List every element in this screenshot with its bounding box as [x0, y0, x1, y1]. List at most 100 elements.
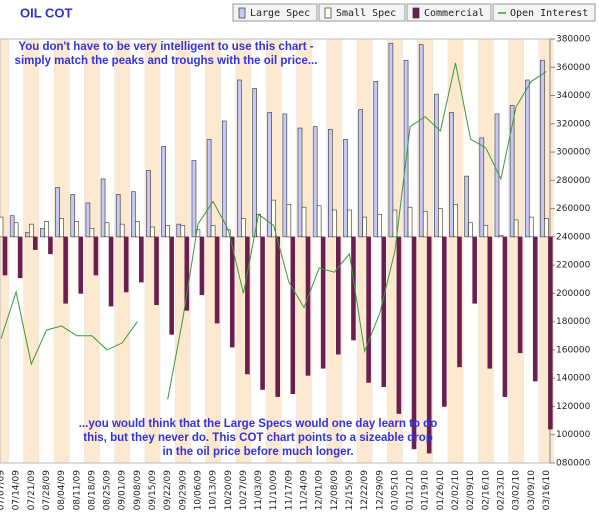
band — [99, 39, 115, 463]
bar — [119, 223, 125, 238]
bar — [544, 218, 549, 238]
y-tick-label: 260000 — [556, 204, 591, 214]
x-tick-label: 09/01/09 — [118, 470, 128, 511]
y-tick-label: 080000 — [556, 459, 591, 469]
bar — [464, 175, 469, 238]
bar — [377, 213, 383, 238]
bar — [331, 209, 337, 238]
x-tick-label: 11/10/09 — [269, 470, 279, 511]
bar — [362, 216, 367, 238]
band — [160, 39, 176, 463]
y-tick-label: 300000 — [556, 148, 591, 158]
bar — [290, 236, 296, 395]
bar — [135, 221, 140, 238]
band — [129, 39, 145, 463]
x-tick-label: 01/05/10 — [390, 470, 400, 511]
bar — [347, 209, 352, 238]
bar — [55, 187, 60, 238]
bar — [161, 146, 166, 238]
bar — [392, 209, 398, 238]
annotation: this, but they never do. This COT chart … — [83, 432, 433, 444]
y-tick-label: 100000 — [556, 430, 591, 440]
x-tick-label: 08/11/09 — [72, 470, 82, 511]
x-tick-label: 11/17/09 — [284, 470, 294, 511]
bar — [191, 160, 197, 238]
bar — [260, 236, 265, 390]
band — [69, 39, 85, 463]
annotation: simply match the peaks and troughs with … — [15, 55, 318, 67]
legend-item — [232, 3, 318, 22]
band — [23, 39, 39, 463]
bar — [237, 79, 242, 238]
x-tick-label: 02/09/10 — [466, 470, 476, 511]
bar — [63, 236, 68, 304]
bar — [286, 204, 292, 238]
bar — [366, 236, 371, 383]
bar — [210, 225, 216, 238]
legend-label: Open Interest — [510, 8, 588, 19]
bar — [442, 236, 447, 407]
bar — [472, 236, 477, 304]
x-tick-label: 07/07/09 — [0, 470, 7, 511]
bar — [78, 236, 84, 294]
bar — [17, 236, 23, 279]
bar — [528, 216, 534, 238]
bar — [407, 206, 413, 238]
bar — [479, 137, 485, 238]
band — [114, 39, 130, 463]
bar — [271, 199, 277, 238]
bar — [532, 236, 538, 382]
bar — [267, 112, 273, 238]
x-tick-label: 11/24/09 — [300, 470, 310, 511]
bar — [32, 236, 38, 250]
bar — [115, 194, 121, 238]
band — [144, 39, 161, 463]
bar — [93, 236, 99, 276]
x-tick-label: 03/16/10 — [542, 470, 552, 511]
legend-swatch — [412, 7, 420, 19]
bar — [13, 222, 19, 238]
bar — [123, 236, 129, 293]
bar — [343, 139, 348, 238]
y-tick-label: 200000 — [556, 289, 591, 299]
legend-label: Large Spec — [250, 8, 310, 19]
x-tick-label: 11/03/09 — [254, 470, 264, 511]
y-tick-label: 160000 — [556, 345, 591, 355]
bar — [256, 213, 261, 238]
bar — [85, 202, 91, 238]
legend-item — [406, 3, 492, 22]
bar — [453, 204, 458, 238]
bar — [131, 191, 136, 238]
bar — [108, 236, 114, 307]
bar — [9, 215, 15, 238]
band — [54, 39, 70, 463]
y-tick-label: 280000 — [556, 176, 591, 186]
bar — [150, 226, 155, 238]
bar — [139, 236, 144, 283]
x-tick-label: 09/15/09 — [148, 470, 158, 511]
bar — [335, 236, 341, 355]
x-tick-label: 12/01/09 — [315, 470, 325, 511]
x-tick-label: 10/20/09 — [224, 470, 234, 511]
x-tick-label: 10/27/09 — [239, 470, 249, 511]
bar — [483, 225, 489, 238]
band — [175, 39, 191, 463]
x-tick-label: 03/09/10 — [527, 470, 537, 511]
chart-title: OIL COT — [20, 5, 73, 20]
bar — [48, 236, 53, 255]
bar — [169, 236, 174, 335]
x-tick-label: 12/22/09 — [360, 470, 370, 511]
bar — [28, 223, 34, 238]
y-tick-label: 240000 — [556, 232, 591, 242]
bar — [100, 178, 106, 238]
x-tick-label: 07/21/09 — [27, 470, 37, 511]
bar — [180, 225, 186, 238]
bar — [388, 42, 394, 238]
annotation: ...you would think that the Large Specs … — [79, 418, 437, 430]
bar — [468, 222, 473, 238]
legend-label: Small Spec — [336, 8, 396, 19]
bar — [184, 236, 190, 311]
legend-swatch — [324, 7, 332, 19]
bar — [301, 206, 307, 238]
